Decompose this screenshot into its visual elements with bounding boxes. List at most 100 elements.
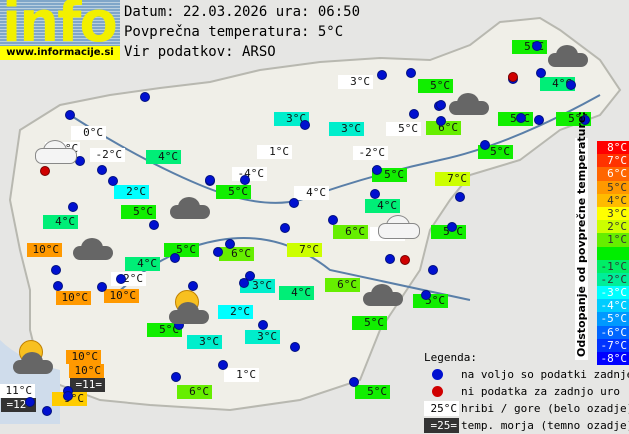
temperature-label: 10°C bbox=[69, 364, 104, 378]
station-dot[interactable] bbox=[116, 274, 126, 284]
station-dot[interactable] bbox=[42, 406, 52, 416]
station-dot[interactable] bbox=[406, 68, 416, 78]
logo-url[interactable]: www.informacije.si bbox=[0, 46, 120, 60]
station-dot[interactable] bbox=[566, 80, 576, 90]
scale-step: -8°C bbox=[597, 352, 629, 366]
scale-step: -1°C bbox=[597, 259, 629, 273]
temperature-label: 5°C bbox=[147, 323, 182, 337]
temperature-label: 4°C bbox=[125, 257, 160, 271]
station-dot[interactable] bbox=[409, 109, 419, 119]
station-dot[interactable] bbox=[205, 175, 215, 185]
partly-cloudy-icon bbox=[13, 352, 53, 374]
cloud-icon bbox=[73, 238, 113, 260]
station-dot[interactable] bbox=[239, 278, 249, 288]
legend-available: na voljo so podatki zadnje ure bbox=[461, 368, 629, 381]
station-dot[interactable] bbox=[421, 290, 431, 300]
temperature-label: 6°C bbox=[177, 385, 212, 399]
station-dot[interactable] bbox=[536, 68, 546, 78]
station-dot[interactable] bbox=[213, 247, 223, 257]
station-dot[interactable] bbox=[97, 165, 107, 175]
river bbox=[109, 237, 471, 301]
station-dot[interactable] bbox=[170, 253, 180, 263]
station-dot[interactable] bbox=[436, 116, 446, 126]
scale-step: 6°C bbox=[597, 167, 629, 181]
scale-step: 7°C bbox=[597, 154, 629, 168]
station-dot-missing[interactable] bbox=[40, 166, 50, 176]
legend-title: Legenda: bbox=[424, 351, 477, 364]
legend: Legenda: na voljo so podatki zadnje ure … bbox=[424, 349, 629, 434]
logo[interactable]: info www.informacije.si bbox=[0, 0, 120, 60]
station-dot[interactable] bbox=[580, 115, 590, 125]
station-dot-missing[interactable] bbox=[400, 255, 410, 265]
station-dot[interactable] bbox=[25, 397, 35, 407]
temperature-label: 4°C bbox=[279, 286, 314, 300]
temperature-label: 6°C bbox=[325, 278, 360, 292]
station-dot[interactable] bbox=[63, 391, 73, 401]
temperature-label: 2°C bbox=[114, 185, 149, 199]
station-dot[interactable] bbox=[218, 360, 228, 370]
station-dot[interactable] bbox=[328, 215, 338, 225]
station-dot-missing[interactable] bbox=[508, 72, 518, 82]
scale-step: 2°C bbox=[597, 220, 629, 234]
station-dot[interactable] bbox=[289, 198, 299, 208]
snow-cloud-icon bbox=[378, 215, 420, 239]
temperature-label: 5°C bbox=[352, 316, 387, 330]
cloud-icon bbox=[449, 93, 489, 115]
station-dot[interactable] bbox=[534, 115, 544, 125]
temperature-label: 0°C bbox=[71, 126, 106, 140]
temperature-label: 3°C bbox=[329, 122, 364, 136]
temperature-label: 6°C bbox=[426, 121, 461, 135]
cloud-icon bbox=[170, 197, 210, 219]
station-dot[interactable] bbox=[290, 342, 300, 352]
legend-sea: temp. morja (temno ozadje) bbox=[461, 419, 629, 432]
station-dot[interactable] bbox=[171, 372, 181, 382]
temperature-label: 3°C bbox=[187, 335, 222, 349]
station-dot[interactable] bbox=[385, 254, 395, 264]
temperature-label: 10°C bbox=[56, 291, 91, 305]
date-time: Datum: 22.03.2026 ura: 06:50 bbox=[124, 4, 361, 20]
temperature-label: =11= bbox=[70, 378, 105, 392]
station-dot[interactable] bbox=[447, 222, 457, 232]
station-dot[interactable] bbox=[240, 175, 250, 185]
scale-step: 5°C bbox=[597, 180, 629, 194]
station-dot[interactable] bbox=[455, 192, 465, 202]
scale-step: -2°C bbox=[597, 272, 629, 287]
station-dot[interactable] bbox=[428, 265, 438, 275]
station-dot[interactable] bbox=[300, 120, 310, 130]
station-dot[interactable] bbox=[108, 176, 118, 186]
temperature-label: 11°C bbox=[0, 384, 35, 398]
partly-cloudy-icon bbox=[169, 302, 209, 324]
station-dot[interactable] bbox=[149, 220, 159, 230]
scale-step: -3°C bbox=[597, 286, 629, 300]
station-dot[interactable] bbox=[258, 320, 268, 330]
station-dot[interactable] bbox=[188, 281, 198, 291]
station-dot[interactable] bbox=[370, 189, 380, 199]
legend-mountain: hribi / gore (belo ozadje) bbox=[461, 402, 629, 415]
station-dot[interactable] bbox=[532, 41, 542, 51]
station-dot[interactable] bbox=[225, 239, 235, 249]
station-dot[interactable] bbox=[53, 281, 63, 291]
legend-sea-sample: =25= bbox=[424, 418, 459, 433]
station-dot[interactable] bbox=[280, 223, 290, 233]
station-dot[interactable] bbox=[65, 110, 75, 120]
legend-missing: ni podatka za zadnjo uro bbox=[461, 385, 620, 398]
blue-dot-icon bbox=[432, 369, 443, 380]
station-dot[interactable] bbox=[436, 100, 446, 110]
station-dot[interactable] bbox=[349, 377, 359, 387]
station-dot[interactable] bbox=[480, 140, 490, 150]
station-dot[interactable] bbox=[372, 165, 382, 175]
snow-cloud-icon bbox=[35, 140, 77, 164]
station-dot[interactable] bbox=[377, 70, 387, 80]
temperature-label: 4°C bbox=[43, 215, 78, 229]
station-dot[interactable] bbox=[516, 113, 526, 123]
temperature-label: 7°C bbox=[435, 172, 470, 186]
scale-step: -6°C bbox=[597, 325, 629, 339]
red-dot-icon bbox=[432, 386, 443, 397]
color-scale: 8°C 7°C 6°C 5°C 4°C 3°C 2°C 1°C -1°C -2°C -3°C -4°C… bbox=[597, 141, 629, 366]
station-dot[interactable] bbox=[245, 271, 255, 281]
station-dot[interactable] bbox=[68, 202, 78, 212]
station-dot[interactable] bbox=[97, 282, 107, 292]
temperature-label: 4°C bbox=[146, 150, 181, 164]
station-dot[interactable] bbox=[140, 92, 150, 102]
station-dot[interactable] bbox=[51, 265, 61, 275]
